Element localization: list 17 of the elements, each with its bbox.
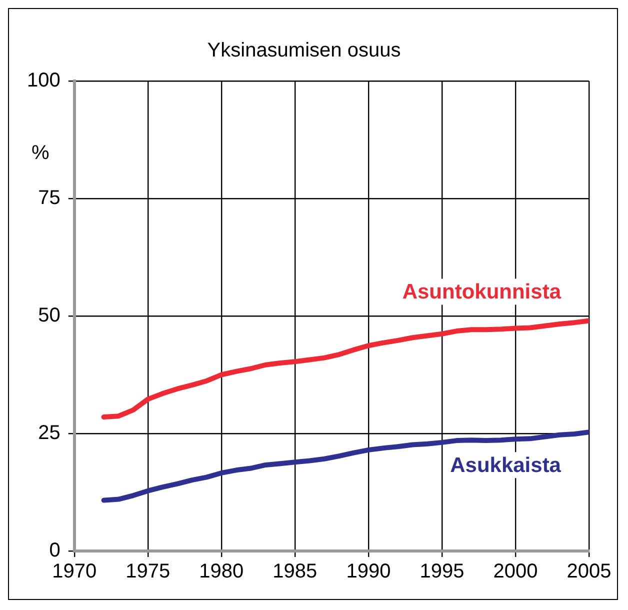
- y-tick-label: 75: [38, 187, 60, 210]
- x-tick-label: 2000: [493, 560, 538, 583]
- series-label: Asukkaista: [450, 454, 562, 478]
- y-tick-label: 0: [49, 540, 60, 562]
- chart-title: Yksinasumisen osuus: [207, 40, 401, 62]
- x-tick-label: 1980: [199, 560, 244, 583]
- x-tick-label: 1985: [272, 560, 318, 583]
- y-tick-label: 25: [38, 422, 60, 444]
- series-label: Asuntokunnista: [402, 280, 562, 304]
- y-tick-label: 100: [26, 70, 60, 92]
- x-tick-label: 1995: [420, 560, 464, 583]
- x-tick-label: 1990: [346, 560, 391, 583]
- y-axis-title: %: [31, 142, 50, 164]
- x-tick-label: 2005: [566, 560, 612, 583]
- y-tick-label: 50: [38, 304, 60, 327]
- x-tick-label: 1970: [52, 560, 97, 583]
- x-tick-label: 1975: [126, 560, 170, 583]
